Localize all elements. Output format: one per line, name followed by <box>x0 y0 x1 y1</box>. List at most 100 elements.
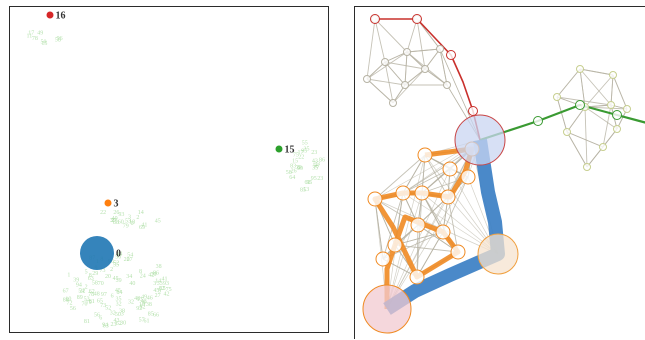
graph-nodes <box>362 14 631 334</box>
background-label: 46 <box>147 295 153 301</box>
red-path-node <box>446 50 456 60</box>
background-label: 56 <box>70 306 76 312</box>
graph-node <box>623 105 631 113</box>
graph-edge <box>386 154 426 310</box>
background-label: 40 <box>129 281 135 287</box>
orange-path-node <box>409 269 425 285</box>
graph-node <box>607 101 615 109</box>
graph-node <box>576 65 584 73</box>
background-label: 63 <box>103 324 109 330</box>
graph-path-diagram <box>362 14 645 334</box>
point-16 <box>46 11 54 19</box>
orange-path-node <box>367 191 383 207</box>
graph-edge <box>392 68 426 104</box>
background-label: 60 <box>118 220 124 226</box>
point-15 <box>275 145 283 153</box>
graph-edge <box>566 106 586 133</box>
background-label: 73 <box>100 268 106 274</box>
background-label: 49 <box>141 295 147 301</box>
graph-edge <box>416 18 426 70</box>
background-label: 73 <box>100 303 106 309</box>
background-label: 86 <box>319 158 325 164</box>
red-path-node <box>370 14 380 24</box>
graph-edge <box>402 168 451 194</box>
red-path-node <box>412 14 422 24</box>
graph-node <box>389 99 397 107</box>
background-label: 45 <box>153 288 159 294</box>
background-label: 39 <box>116 278 122 284</box>
graph-edge <box>384 61 406 86</box>
background-label: 27 <box>111 218 117 224</box>
graph-edge <box>366 51 408 80</box>
background-label: 22 <box>100 210 106 216</box>
background-label: 96 <box>57 36 63 42</box>
background-label: 43 <box>141 299 147 305</box>
background-label: 81 <box>89 299 95 305</box>
background-label: 23 <box>111 322 117 328</box>
background-label: 8 <box>89 273 92 279</box>
background-label: 38 <box>146 302 152 308</box>
graph-edge <box>556 96 612 106</box>
background-label: 42 <box>148 273 154 279</box>
background-label: 44 <box>116 252 122 258</box>
orange-path-node <box>417 147 433 163</box>
graph-edge <box>579 68 612 106</box>
graph-node <box>363 75 371 83</box>
graph-edge <box>566 131 588 168</box>
background-label: 23 <box>314 161 320 167</box>
background-label: 10 <box>139 302 145 308</box>
background-label: 3 <box>153 281 156 287</box>
background-label: 15 <box>292 158 298 164</box>
graph-edge <box>424 154 499 255</box>
graph-edge <box>579 68 614 76</box>
graph-edge <box>612 74 628 110</box>
orange-path-node <box>450 244 466 260</box>
graph-edge <box>610 74 614 106</box>
graph-edge <box>406 18 418 53</box>
graph-edge <box>417 224 459 253</box>
background-label: 35 <box>116 297 122 303</box>
graph-edge <box>404 68 426 86</box>
graph-node <box>599 143 607 151</box>
graph-edge <box>366 78 394 104</box>
graph-edge <box>416 231 444 278</box>
background-label: 38 <box>156 264 162 270</box>
background-label: 14 <box>155 279 161 285</box>
background-label: 93 <box>163 281 169 287</box>
background-label: 75 <box>166 287 172 293</box>
graph-node <box>563 128 571 136</box>
background-label: 93 <box>118 212 124 218</box>
background-label: 35 <box>304 147 310 153</box>
green-path-node <box>612 110 622 120</box>
background-label: 79 <box>86 300 92 306</box>
highlight-node-bottom <box>362 284 412 334</box>
background-label: 45 <box>155 219 161 225</box>
background-label: 53 <box>84 297 90 303</box>
graph-edge <box>442 176 469 233</box>
background-label: 39 <box>151 272 157 278</box>
background-label: 27 <box>127 257 133 263</box>
background-label: 81 <box>84 319 90 325</box>
background-label: 84 <box>117 290 123 296</box>
background-label: 79 <box>296 165 302 171</box>
background-label: 89 <box>77 295 83 301</box>
background-label: 82 <box>159 286 165 292</box>
orange-path-node <box>395 185 411 201</box>
background-label: 70 <box>82 302 88 308</box>
background-label: 20 <box>105 274 111 280</box>
background-label: 85 <box>300 187 306 193</box>
background-label: 50 <box>41 40 47 46</box>
background-label: 92 <box>136 306 142 312</box>
background-label: 94 <box>102 323 108 329</box>
graph-edge <box>566 131 604 148</box>
graph-path-panel <box>354 6 645 339</box>
background-label: 83 <box>290 164 296 170</box>
graph-edge <box>584 106 618 130</box>
background-label: 50 <box>115 254 121 260</box>
background-label: 79 <box>123 223 129 229</box>
background-label: 5 <box>85 270 88 276</box>
point-label-3: 3 <box>114 199 119 210</box>
graph-edge <box>394 244 459 253</box>
